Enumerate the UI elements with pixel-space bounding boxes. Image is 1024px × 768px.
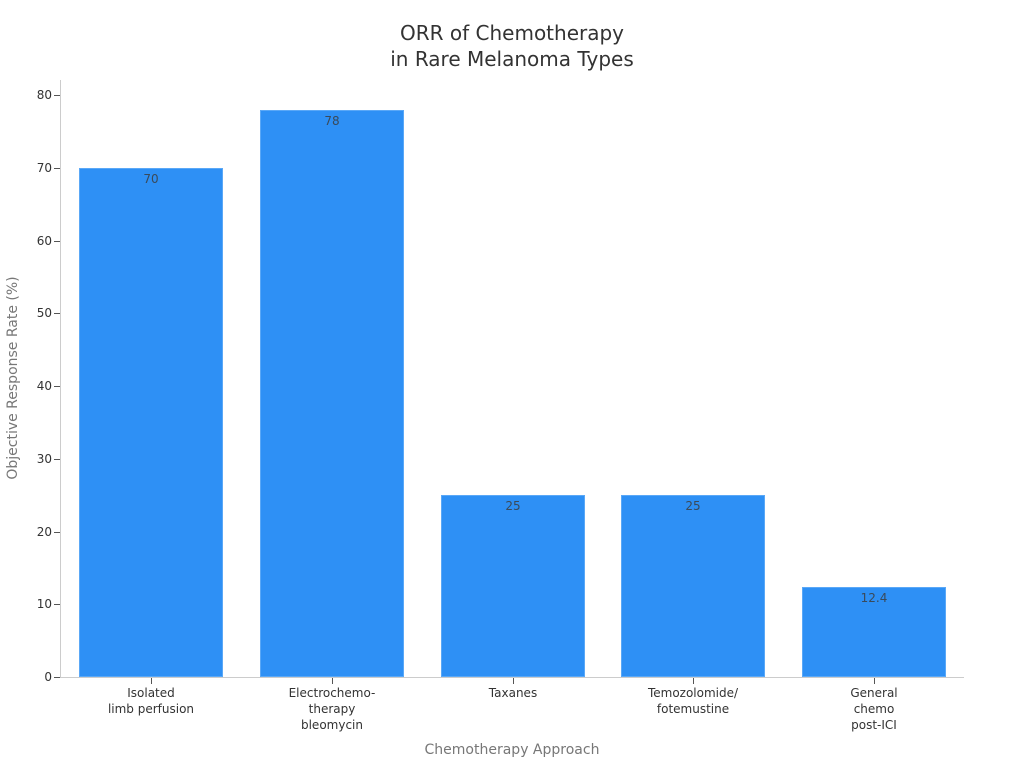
y-tick (54, 386, 60, 387)
bar: 78 (260, 109, 404, 677)
y-tick (54, 168, 60, 169)
x-tick-label-line: Isolated (127, 686, 175, 700)
y-tick (54, 241, 60, 242)
chart-title-line-1: ORR of Chemotherapy (399, 21, 625, 45)
y-tick-label: 30 (36, 451, 52, 466)
y-tick (54, 459, 60, 460)
x-tick-label-line: General (850, 686, 898, 700)
y-tick-label: 50 (36, 306, 52, 321)
x-tick-label-line: chemo (853, 702, 895, 716)
bar-value-label: 78 (324, 113, 340, 128)
x-tick (151, 678, 152, 684)
x-tick-label-line: post-ICI (851, 718, 897, 732)
x-tick-label-line: therapy (308, 702, 356, 716)
x-tick-label: General chemo post-ICI (794, 685, 954, 733)
bar-value-label: 25 (505, 499, 521, 514)
bar: 70 (79, 167, 223, 677)
bar-value-label: 25 (685, 499, 701, 514)
bar-value-label: 70 (143, 171, 159, 186)
y-tick-label: 10 (36, 597, 52, 612)
x-tick-label-line: Taxanes (488, 686, 538, 700)
x-tick (332, 678, 333, 684)
y-tick-label: 20 (36, 524, 52, 539)
x-tick-label-line: Temozolomide/ (647, 686, 739, 700)
y-axis-line (60, 80, 61, 678)
x-tick-label: Electrochemo-therapy bleomycin (252, 685, 412, 733)
x-tick-label: Taxanes (433, 685, 593, 701)
bar: 25 (441, 495, 585, 677)
y-tick (54, 677, 60, 678)
x-axis-label: Chemotherapy Approach (424, 742, 600, 758)
bar-value-label: 12.4 (860, 590, 888, 605)
bar: 25 (621, 495, 765, 677)
y-tick-label: 0 (44, 670, 52, 684)
y-tick-label: 80 (36, 88, 52, 102)
x-tick-label-line: fotemustine (656, 702, 730, 716)
x-tick (693, 678, 694, 684)
bar: 12.4 (802, 586, 946, 677)
y-tick-label: 70 (36, 160, 52, 175)
y-tick (54, 313, 60, 314)
y-tick (54, 95, 60, 96)
chart-title: ORR of Chemotherapy in Rare Melanoma Typ… (0, 20, 1024, 72)
x-tick-label-line: limb perfusion (107, 702, 195, 716)
y-tick-label: 60 (36, 233, 52, 248)
y-tick (54, 604, 60, 605)
y-tick (54, 532, 60, 533)
x-tick-label: Isolated limb perfusion (71, 685, 231, 717)
x-tick-label: Temozolomide/fotemustine (613, 685, 773, 717)
x-tick-label-line: bleomycin (300, 718, 363, 732)
y-tick-label: 40 (36, 379, 52, 393)
x-axis-line (60, 677, 964, 678)
x-tick-label-line: Electrochemo- (288, 686, 376, 700)
x-tick (513, 678, 514, 684)
y-axis-label: Objective Response Rate (%) (5, 276, 21, 480)
x-tick (874, 678, 875, 684)
chart-title-line-2: in Rare Melanoma Types (390, 47, 634, 71)
